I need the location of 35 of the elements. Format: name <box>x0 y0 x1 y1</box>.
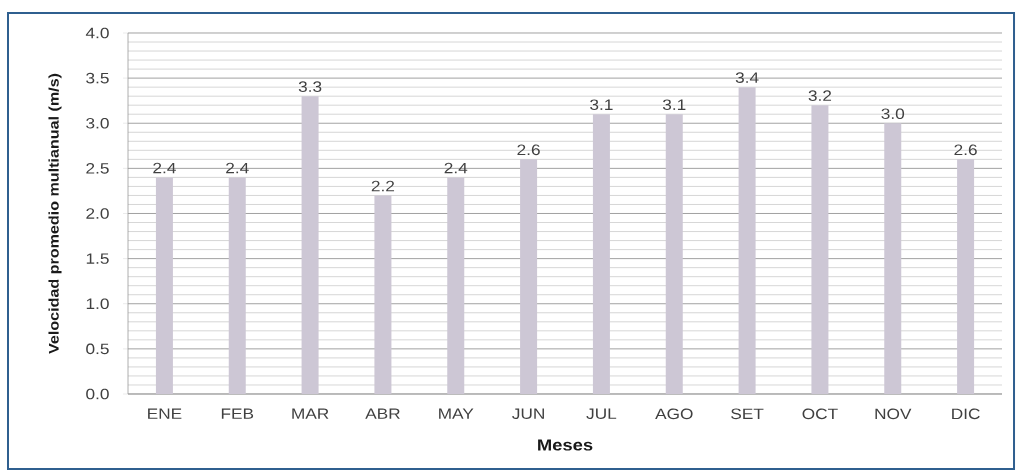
y-tick-label: 2.5 <box>86 163 109 174</box>
data-label: 3.0 <box>881 108 905 120</box>
y-tick-label: 4.0 <box>85 27 109 39</box>
data-label: 2.6 <box>954 144 977 156</box>
x-tick-label: MAR <box>292 408 329 419</box>
y-tick-label: 0.0 <box>86 388 109 400</box>
data-label: 3.1 <box>662 99 686 111</box>
x-tick-label: JUL <box>586 408 617 419</box>
data-label: 3.2 <box>808 90 832 101</box>
x-tick-label: FEB <box>221 408 254 419</box>
y-tick-label: 0.5 <box>86 343 109 355</box>
y-axis-title: Velocidad promedio multianual (m/s) <box>48 73 62 354</box>
x-tick-label: ENE <box>148 408 182 419</box>
x-tick-label: AGO <box>655 408 693 420</box>
x-axis-title: Meses <box>538 439 593 451</box>
x-tick-label: OCT <box>802 408 838 420</box>
y-tick-label: 3.5 <box>86 72 109 84</box>
data-label: 3.1 <box>590 99 613 111</box>
y-tick-label: 1.0 <box>86 298 109 310</box>
data-label: 2.4 <box>226 162 249 174</box>
x-tick-label: JUN <box>512 408 544 419</box>
x-tick-label: MAY <box>439 408 474 419</box>
x-tick-label: DIC <box>952 408 980 420</box>
x-tick-label: ABR <box>365 408 400 419</box>
x-tick-label: SET <box>731 408 764 420</box>
data-label: 2.4 <box>153 162 176 174</box>
data-label: 2.2 <box>371 180 395 192</box>
data-label: 3.3 <box>298 81 322 92</box>
y-tick-label: 3.0 <box>86 117 109 129</box>
y-tick-label: 1.5 <box>86 253 109 264</box>
y-tick-label: 2.0 <box>86 208 109 219</box>
data-label: 2.6 <box>517 144 540 156</box>
data-label: 3.4 <box>735 72 759 83</box>
x-tick-label: NOV <box>875 408 912 420</box>
data-label: 2.4 <box>444 162 468 174</box>
